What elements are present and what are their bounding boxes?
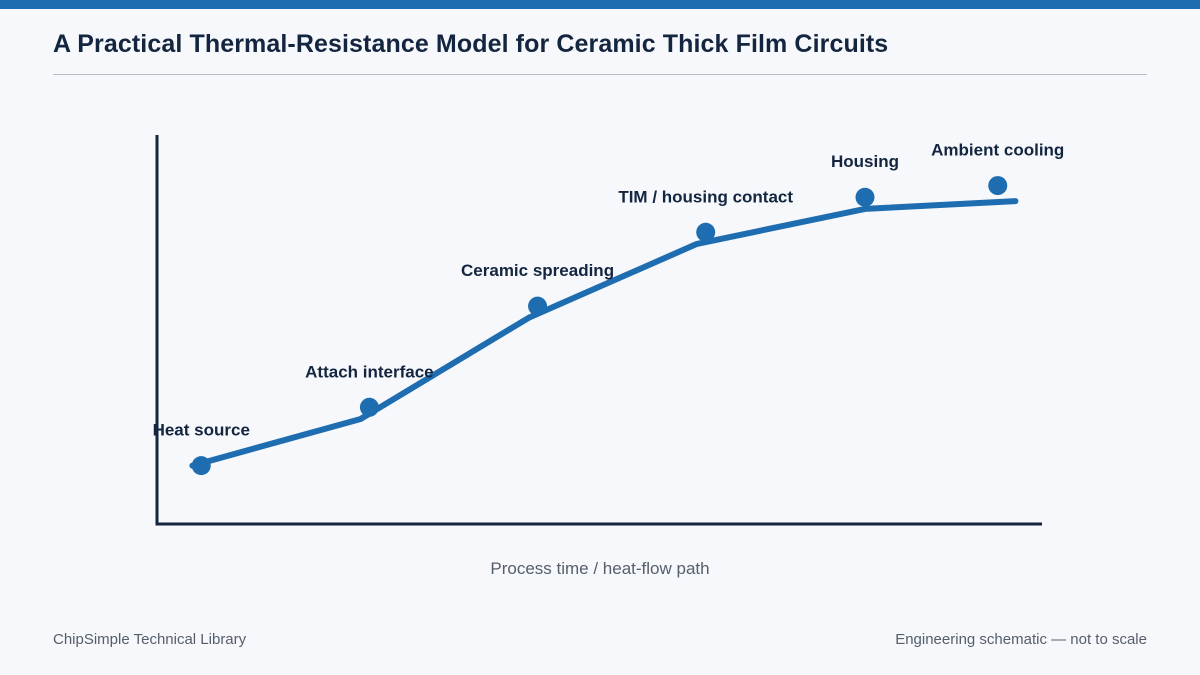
data-point xyxy=(988,176,1008,196)
data-label: Housing xyxy=(831,152,899,171)
footer-note: Engineering schematic — not to scale xyxy=(895,631,1147,648)
page-title: A Practical Thermal-Resistance Model for… xyxy=(53,30,889,58)
data-point xyxy=(359,397,379,417)
x-axis-label: Process time / heat-flow path xyxy=(490,559,709,578)
top-accent-bar xyxy=(0,0,1200,9)
data-point xyxy=(855,187,875,207)
data-label: Ambient cooling xyxy=(931,141,1064,160)
data-label: Attach interface xyxy=(305,362,433,381)
series-line xyxy=(189,198,1019,469)
footer-source: ChipSimple Technical Library xyxy=(53,631,247,648)
data-point xyxy=(528,296,548,316)
data-point xyxy=(191,456,211,476)
title-divider xyxy=(53,74,1147,75)
data-point xyxy=(696,222,716,242)
data-label: Heat source xyxy=(153,421,250,440)
data-label: Ceramic spreading xyxy=(461,261,614,280)
data-label: TIM / housing contact xyxy=(618,187,793,206)
